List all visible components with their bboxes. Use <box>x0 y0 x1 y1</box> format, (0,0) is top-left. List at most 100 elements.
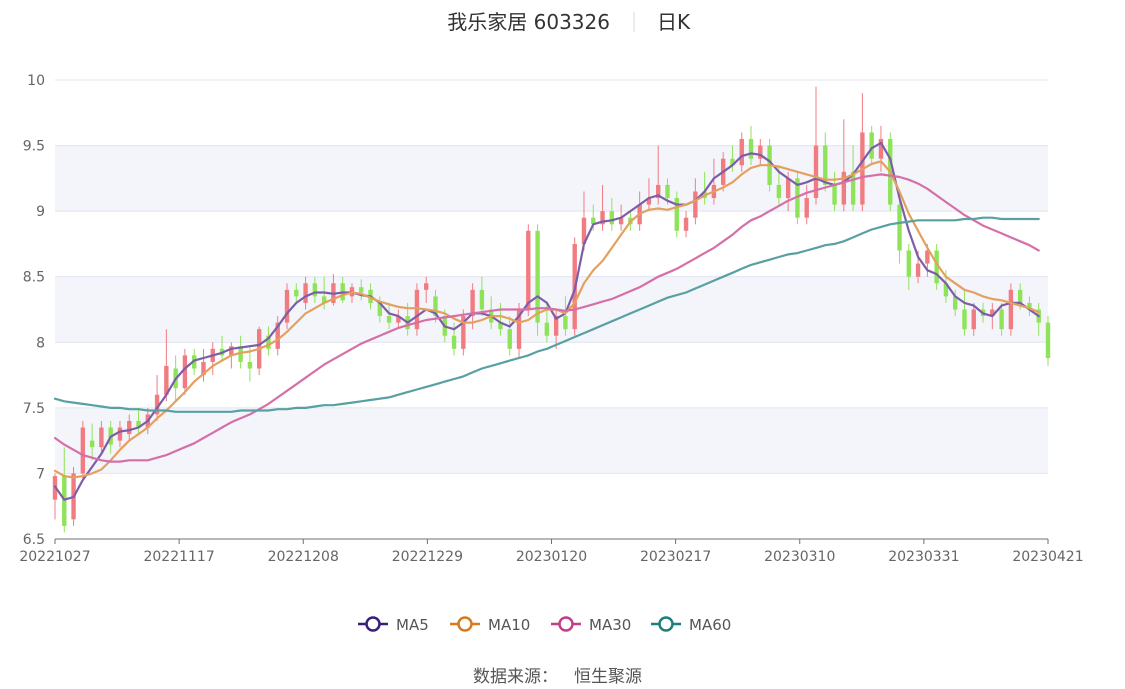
candle-body <box>312 283 318 297</box>
candle <box>869 125 874 166</box>
legend-circle-icon <box>457 616 473 632</box>
candle-body <box>544 322 550 336</box>
legend[interactable]: MA5 MA10 MA30 MA60 <box>358 616 731 634</box>
candle <box>813 86 819 205</box>
chart-title-text: 我乐家居 603326 <box>447 10 610 34</box>
candle-body <box>359 287 364 293</box>
candle-body <box>600 211 605 225</box>
candle-body <box>934 250 939 284</box>
candle <box>581 191 587 251</box>
candle <box>832 171 837 212</box>
x-tick-label: 20221229 <box>392 549 463 565</box>
legend-item-ma60[interactable]: MA60 <box>651 616 731 634</box>
candle-body <box>823 145 828 185</box>
candle-body <box>127 420 132 435</box>
legend-circle-icon <box>558 616 574 632</box>
candle <box>312 276 318 303</box>
candle-body <box>1017 289 1023 303</box>
candle-body <box>591 217 596 225</box>
candle-body <box>182 355 188 389</box>
candle-body <box>683 217 689 231</box>
candle <box>934 243 939 290</box>
candle <box>553 309 559 349</box>
candle-body <box>609 211 615 225</box>
candle-body <box>396 316 401 323</box>
candle-body <box>999 309 1004 330</box>
candle-body <box>80 427 86 474</box>
candle <box>971 302 976 336</box>
ma-line-ma5 <box>53 141 1040 501</box>
ma-line-ma10 <box>53 160 1040 479</box>
candle-body <box>915 263 921 277</box>
candle-body <box>943 283 949 297</box>
candle <box>275 316 280 356</box>
candle <box>256 326 262 376</box>
candle <box>182 348 188 395</box>
candle-body <box>526 230 531 310</box>
y-tick-label: 9 <box>36 204 45 220</box>
candle-body <box>507 329 512 349</box>
candle-body <box>925 250 930 264</box>
legend-label: MA60 <box>689 616 731 634</box>
candle <box>600 184 605 231</box>
candle <box>210 342 215 376</box>
candle-body <box>869 132 874 159</box>
candle <box>507 316 512 356</box>
candle <box>906 243 911 290</box>
candle-body <box>758 145 763 159</box>
candle-body <box>850 171 856 205</box>
candle <box>860 93 865 212</box>
candle-body <box>424 283 429 290</box>
candle-body <box>535 230 540 323</box>
candle-body <box>785 178 791 199</box>
candle-body <box>99 427 104 448</box>
data-source-value: 恒生聚源 <box>574 667 642 687</box>
grid-band <box>55 407 1048 474</box>
legend-item-ma30[interactable]: MA30 <box>551 616 631 634</box>
candle-body <box>581 217 587 244</box>
candle-body <box>1045 322 1051 359</box>
candle <box>284 283 290 330</box>
legend-item-ma5[interactable]: MA5 <box>358 616 429 634</box>
legend-item-ma10[interactable]: MA10 <box>450 616 530 634</box>
y-tick-label: 9.5 <box>23 139 45 155</box>
candle <box>748 125 754 166</box>
candle-body <box>962 309 967 330</box>
candle <box>850 145 856 212</box>
candle <box>1045 316 1051 366</box>
y-tick-label: 8 <box>36 335 45 351</box>
candle <box>516 302 522 359</box>
candle <box>897 198 902 264</box>
x-tick-label: 20230120 <box>516 549 587 565</box>
candle-body <box>479 289 485 310</box>
candle-body <box>154 394 160 415</box>
candle <box>609 198 615 231</box>
candle <box>1027 296 1032 317</box>
candle <box>89 423 95 461</box>
candle <box>164 329 169 402</box>
data-source: 数据来源： 恒生聚源 <box>473 667 642 687</box>
chart-title: 我乐家居 603326 日K <box>447 10 691 34</box>
candle-body <box>1008 289 1014 330</box>
candle <box>136 407 141 435</box>
candle-body <box>201 361 206 376</box>
candle <box>424 276 429 303</box>
x-tick-label: 20230421 <box>1012 549 1083 565</box>
candle <box>359 279 364 301</box>
candle-body <box>461 316 466 349</box>
candle-body <box>266 335 271 349</box>
candle-body <box>414 289 420 330</box>
candle <box>1008 283 1014 336</box>
x-tick-label: 20230217 <box>640 549 711 565</box>
candle-body <box>62 476 67 526</box>
candle-body <box>841 171 847 205</box>
candle-body <box>618 217 624 225</box>
candle <box>201 348 206 382</box>
candle-body <box>136 420 141 428</box>
candle-body <box>284 289 290 323</box>
candle-body <box>990 309 995 317</box>
y-tick-label: 7.5 <box>23 401 45 417</box>
candle-body <box>451 335 457 349</box>
candle <box>999 302 1004 336</box>
